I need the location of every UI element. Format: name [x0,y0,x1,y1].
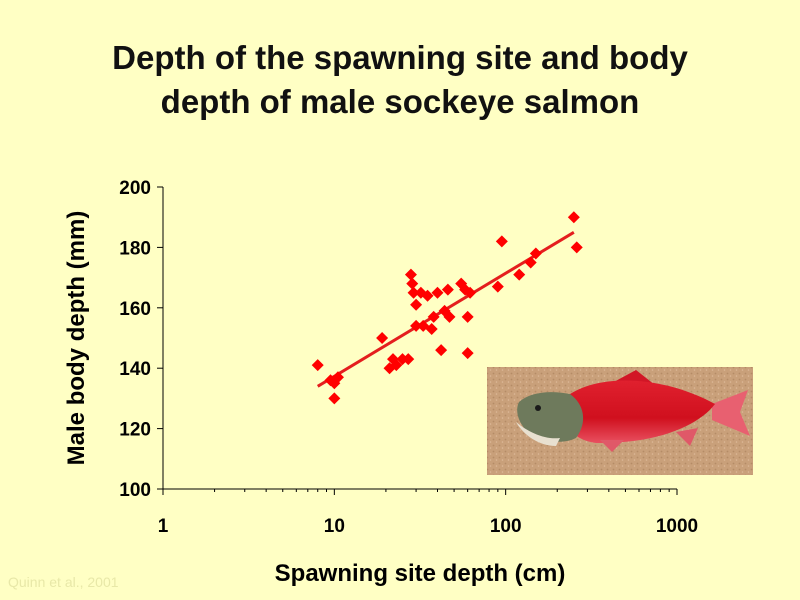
data-point-22 [435,344,448,357]
chart-title-line-1: Depth of the spawning site and body [112,39,688,76]
data-point-37 [570,241,583,254]
data-point-5 [376,332,389,344]
x-tick-label-100: 100 [490,516,522,537]
x-axis-label: Spawning site depth (cm) [275,560,566,587]
y-axis-label: Male body depth (mm) [63,211,90,466]
data-point-21 [431,286,444,299]
data-point-34 [524,256,537,269]
data-point-14 [410,319,423,332]
chart-title-line-2: depth of male sockeye salmon [160,83,640,120]
data-point-33 [513,268,526,281]
y-tick-label-140: 140 [119,359,151,380]
x-tick-label-1: 1 [158,516,169,537]
y-tick-label-200: 200 [119,178,151,199]
y-tick-label-160: 160 [119,299,151,320]
y-tick-label-180: 180 [119,238,151,259]
data-point-15 [410,298,423,311]
data-point-18 [421,289,434,302]
data-point-31 [491,280,504,293]
data-point-35 [529,247,542,260]
data-point-29 [461,347,474,360]
data-point-11 [404,268,417,281]
data-point-0 [311,359,324,372]
x-tick-label-10: 10 [324,516,345,537]
data-point-28 [461,310,474,323]
y-tick-label-100: 100 [119,480,151,501]
data-point-13 [407,286,420,299]
data-point-4 [331,371,344,384]
data-point-36 [567,211,580,224]
salmon-photo [487,367,753,475]
data-point-30 [464,286,477,299]
data-point-24 [441,283,454,296]
data-point-10 [402,353,415,366]
data-point-20 [427,310,440,323]
data-point-3 [328,392,341,405]
chart-title: Depth of the spawning site and body dept… [0,36,800,124]
data-point-25 [443,310,456,323]
data-point-32 [495,235,508,248]
data-point-19 [425,322,438,335]
fish-eye-icon [535,405,541,411]
plot-area: 100 120 140 160 180 200 1 10 100 1000 Spawning sit… [63,178,698,587]
data-point-8 [390,359,403,372]
data-point-12 [406,277,419,290]
y-tick-label-120: 120 [119,420,151,441]
x-tick-label-1000: 1000 [656,516,698,537]
citation-credit: Quinn et al., 2001 [8,574,119,590]
